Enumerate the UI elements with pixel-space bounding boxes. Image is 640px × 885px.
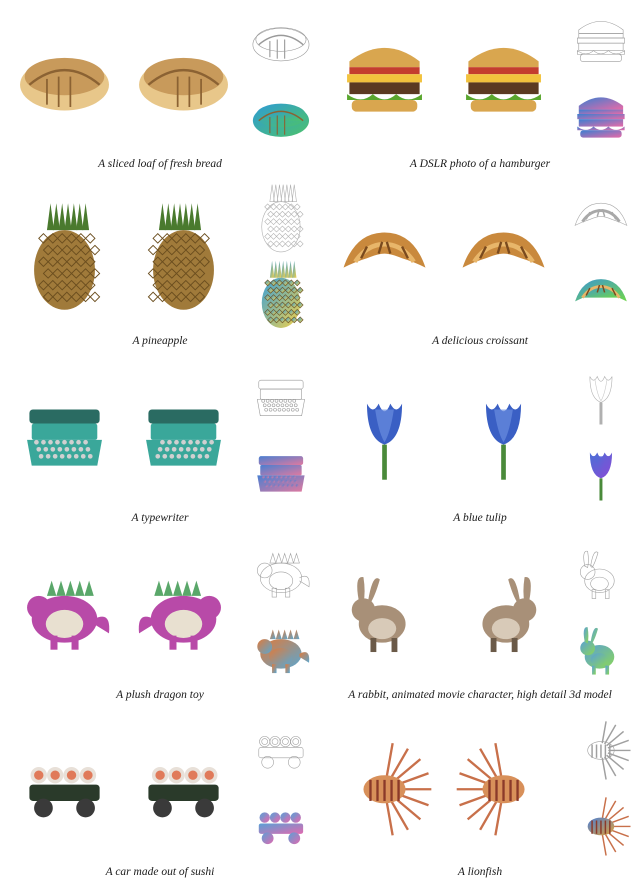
render-view-right	[445, 181, 562, 331]
render-view-right	[445, 712, 562, 862]
prompt-caption: A delicious croissant	[432, 331, 528, 348]
depth-view	[244, 611, 318, 685]
prompt-caption: A sliced loaf of fresh bread	[98, 154, 222, 171]
wireframe-view	[244, 535, 318, 609]
views-row	[6, 181, 314, 331]
views-row	[6, 535, 314, 685]
prompt-caption: A blue tulip	[453, 508, 506, 525]
depth-view	[564, 788, 638, 862]
depth-view	[564, 434, 638, 508]
views-row	[326, 4, 634, 154]
aux-views	[244, 712, 318, 862]
wireframe-view	[244, 4, 318, 78]
prompt-caption: A lionfish	[458, 862, 502, 879]
result-cell-9: A lionfish	[320, 708, 640, 885]
views-row	[326, 358, 634, 508]
figure-grid: A sliced loaf of fresh bread	[0, 0, 640, 776]
result-cell-3: A delicious croissant	[320, 177, 640, 354]
result-cell-0: A sliced loaf of fresh bread	[0, 0, 320, 177]
render-view-right	[445, 535, 562, 685]
wireframe-view	[244, 358, 318, 432]
views-row	[6, 358, 314, 508]
prompt-caption: A rabbit, animated movie character, high…	[348, 685, 612, 702]
render-view-left	[6, 358, 123, 508]
render-view-left	[326, 181, 443, 331]
views-row	[326, 181, 634, 331]
render-view-right	[125, 181, 242, 331]
result-cell-1: A DSLR photo of a hamburger	[320, 0, 640, 177]
render-view-right	[445, 358, 562, 508]
wireframe-view	[244, 712, 318, 786]
wireframe-view	[244, 181, 318, 255]
render-view-right	[125, 358, 242, 508]
result-cell-6: A plush dragon toy	[0, 531, 320, 708]
aux-views	[244, 535, 318, 685]
render-view-left	[326, 358, 443, 508]
result-cell-7: A rabbit, animated movie character, high…	[320, 531, 640, 708]
aux-views	[244, 358, 318, 508]
result-cell-2: A pineapple	[0, 177, 320, 354]
depth-view	[244, 257, 318, 331]
result-cell-5: A blue tulip	[320, 354, 640, 531]
aux-views	[244, 181, 318, 331]
prompt-caption: A DSLR photo of a hamburger	[410, 154, 550, 171]
render-view-right	[125, 712, 242, 862]
depth-view	[564, 257, 638, 331]
render-view-left	[6, 4, 123, 154]
render-view-left	[326, 535, 443, 685]
render-view-right	[125, 535, 242, 685]
depth-view	[244, 434, 318, 508]
wireframe-view	[564, 712, 638, 786]
aux-views	[564, 712, 638, 862]
render-view-left	[6, 712, 123, 862]
aux-views	[244, 4, 318, 154]
render-view-left	[6, 181, 123, 331]
views-row	[326, 712, 634, 862]
render-view-left	[6, 535, 123, 685]
aux-views	[564, 4, 638, 154]
views-row	[326, 535, 634, 685]
aux-views	[564, 181, 638, 331]
aux-views	[564, 535, 638, 685]
depth-view	[244, 788, 318, 862]
prompt-caption: A pineapple	[132, 331, 187, 348]
prompt-caption: A car made out of sushi	[106, 862, 215, 879]
depth-view	[564, 611, 638, 685]
wireframe-view	[564, 358, 638, 432]
prompt-caption: A plush dragon toy	[116, 685, 204, 702]
depth-view	[564, 80, 638, 154]
render-view-right	[125, 4, 242, 154]
render-view-right	[445, 4, 562, 154]
views-row	[6, 4, 314, 154]
prompt-caption: A typewriter	[132, 508, 189, 525]
result-cell-4: A typewriter	[0, 354, 320, 531]
views-row	[6, 712, 314, 862]
render-view-left	[326, 712, 443, 862]
wireframe-view	[564, 535, 638, 609]
wireframe-view	[564, 4, 638, 78]
wireframe-view	[564, 181, 638, 255]
depth-view	[244, 80, 318, 154]
result-cell-8: A car made out of sushi	[0, 708, 320, 885]
aux-views	[564, 358, 638, 508]
render-view-left	[326, 4, 443, 154]
